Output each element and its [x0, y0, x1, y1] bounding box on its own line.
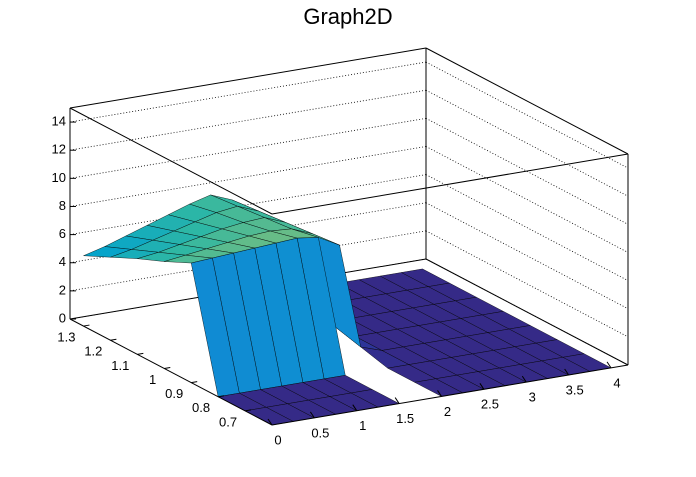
y-tick: [83, 324, 90, 327]
y-axis: [69, 318, 273, 426]
y-tick-label: 0.8: [192, 400, 210, 415]
y-tick-label: 1: [149, 372, 156, 387]
x-tick-label: 0: [274, 432, 281, 447]
grid-line: [425, 89, 629, 197]
y-tick-label: 0.9: [165, 386, 183, 401]
y-tick-label: 0.7: [219, 414, 237, 429]
x-tick-label: 2.5: [481, 397, 499, 412]
box-edge: [69, 47, 427, 109]
chart-title: Graph2D: [303, 4, 392, 29]
x-tick: [606, 361, 612, 369]
y-tick-label: 1.1: [111, 358, 129, 373]
x-tick: [267, 418, 273, 426]
z-tick-label: 6: [59, 226, 66, 241]
box-edge: [69, 107, 273, 215]
z-tick-label: 8: [59, 198, 66, 213]
y-tick: [137, 352, 144, 355]
x-tick: [479, 383, 485, 390]
y-tick: [164, 366, 171, 369]
z-tick-label: 14: [52, 114, 66, 129]
x-tick-label: 3.5: [566, 382, 584, 397]
z-tick-label: 10: [52, 170, 66, 185]
grid-line: [425, 202, 629, 310]
z-tick-label: 0: [59, 310, 66, 325]
z-tick-label: 2: [59, 282, 66, 297]
x-tick-label: 1: [359, 418, 366, 433]
grid-line: [425, 174, 629, 281]
grid-line: [69, 61, 427, 123]
y-tick: [244, 409, 252, 412]
x-tick-label: 2: [444, 404, 451, 419]
x-tick: [352, 404, 358, 411]
box-edge: [425, 258, 629, 366]
grid-line: [69, 174, 427, 235]
x-tick-label: 1.5: [396, 411, 414, 426]
grid-line: [425, 61, 629, 169]
grid-line: [69, 117, 427, 179]
grid-line: [425, 146, 629, 253]
z-tick-label: 12: [52, 142, 66, 157]
x-tick: [309, 411, 315, 419]
y-tick: [110, 338, 117, 341]
y-tick-label: 1.3: [57, 330, 75, 345]
x-tick-label: 0.5: [311, 425, 329, 440]
z-tick-label: 4: [59, 254, 66, 269]
grid-line: [69, 89, 427, 151]
box-edge: [271, 153, 629, 215]
box-edge: [425, 47, 629, 155]
x-tick: [564, 368, 570, 376]
y-tick-label: 1.2: [84, 344, 102, 359]
x-tick: [521, 375, 527, 383]
x-tick: [437, 390, 442, 397]
x-tick-label: 4: [613, 375, 620, 390]
y-tick: [191, 381, 198, 384]
x-tick: [394, 397, 400, 404]
grid-line: [425, 230, 629, 338]
grid-line: [69, 146, 427, 207]
x-tick-label: 3: [529, 390, 536, 405]
y-tick: [218, 395, 225, 398]
